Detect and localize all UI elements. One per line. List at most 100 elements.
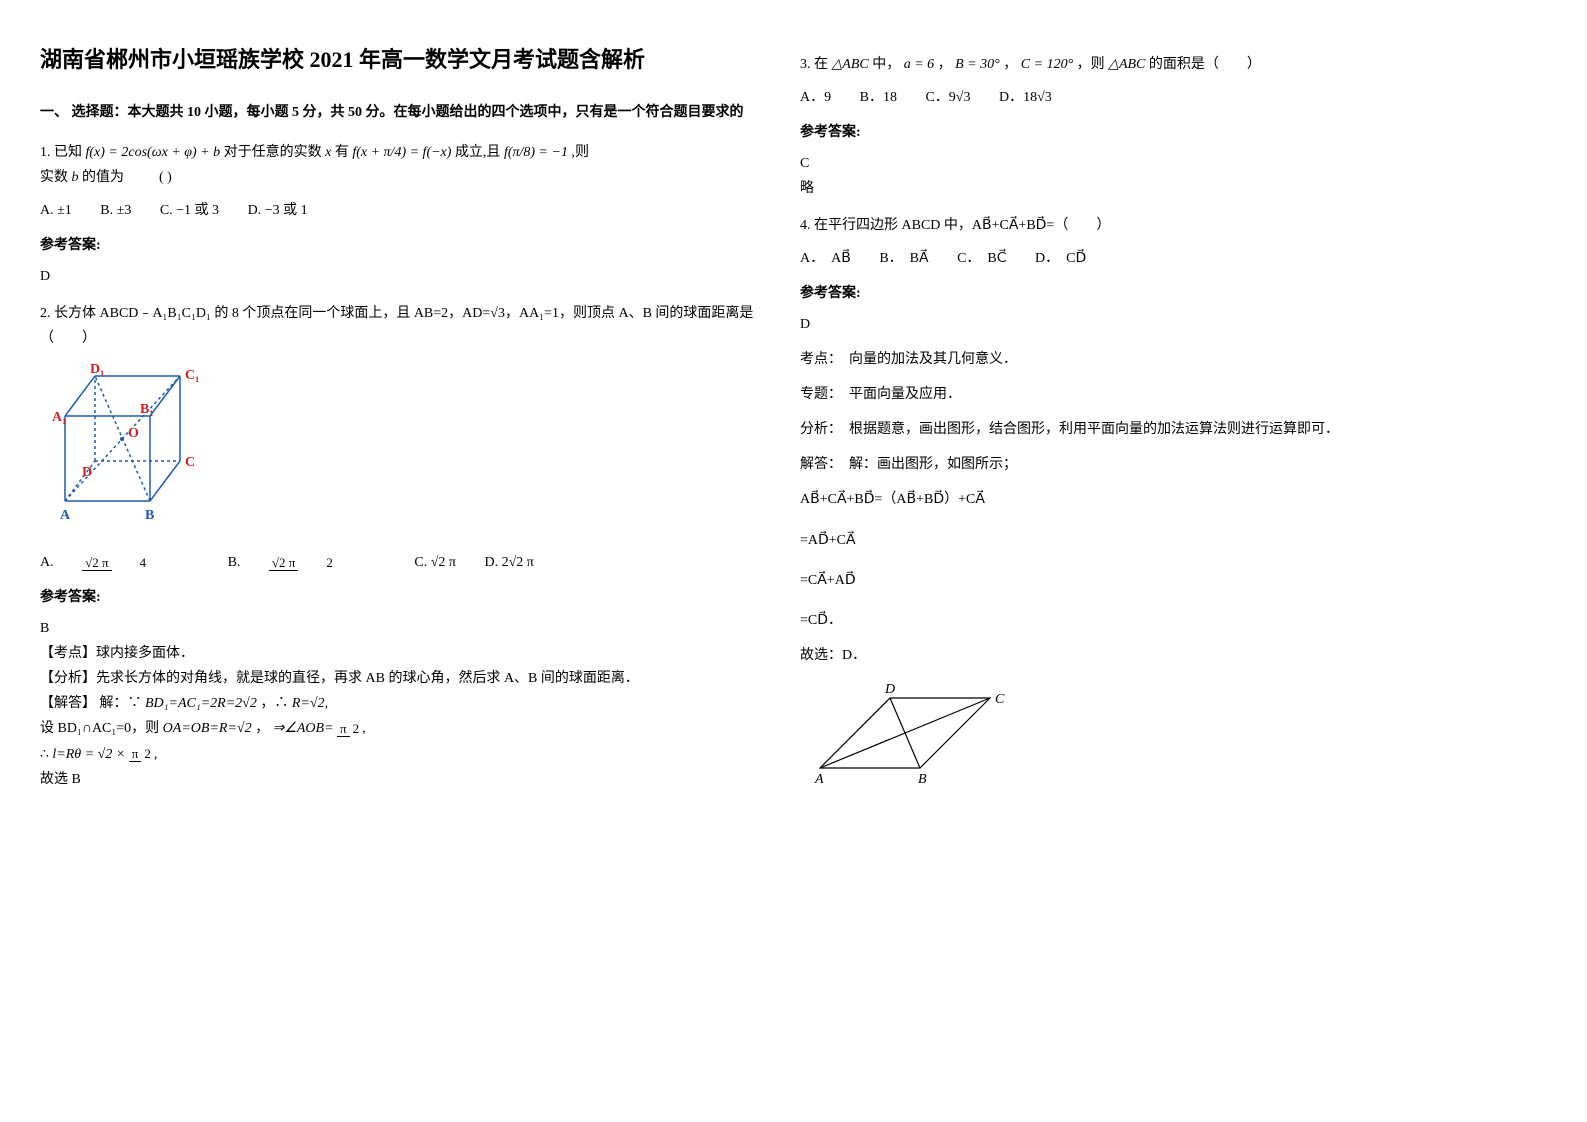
q1-fdef: f(x) = 2cos(ωx + φ) + b <box>86 145 221 160</box>
q1-opt-d: D. −3 或 1 <box>248 203 308 218</box>
q3-c2: ， <box>1003 57 1017 72</box>
q4-jieda: 解答： 解：画出图形，如图所示； <box>800 452 1520 477</box>
q2-sol-eq1: BD₁=AC₁=2R=2√2 <box>145 696 257 711</box>
q2-sf-top: π <box>337 721 350 737</box>
q2-analysis-label: 【分析】 <box>40 671 96 686</box>
q1-answer-label: 参考答案: <box>40 233 760 258</box>
q4-stem: 4. 在平行四边形 ABCD 中，AB⃗+CA⃗+BD⃗=（ ） <box>800 213 1520 238</box>
q2-sol-line2: 设 BD₁∩AC₁=0，则 OA=OB=R=√2 ， ⇒∠AOB= π2, <box>40 716 760 741</box>
q2-sol-l2pre: 设 BD₁∩AC₁=0，则 <box>40 721 159 736</box>
q2-sol-end: 故选 B <box>40 767 760 792</box>
q2-label-b1: B₁ <box>140 402 154 417</box>
q1-answer: D <box>40 264 760 289</box>
q2-answer: B <box>40 616 760 641</box>
q1-options: A. ±1 B. ±3 C. −1 或 3 D. −3 或 1 <box>40 198 760 223</box>
q4-label-c: C <box>995 692 1005 707</box>
q3-opt-a: A．9 <box>800 90 831 105</box>
q4-opt-a: A． AB⃗ <box>800 251 851 266</box>
q2-sol-pre: 解：∵ <box>100 696 142 711</box>
q3-end: 的面积是（ ） <box>1149 57 1261 72</box>
q2-a-bot: 4 <box>137 555 150 570</box>
q1-b: b <box>72 170 79 185</box>
q2-label-d: D <box>82 465 92 480</box>
q4-step3: =CA⃗+AD⃗ <box>800 568 1520 593</box>
q4-fx-label: 分析： <box>800 422 835 437</box>
q2-sf4-bot: 2 <box>141 746 154 761</box>
q4-opt-d: D． CD⃗ <box>1035 251 1086 266</box>
question-1: 1. 已知 f(x) = 2cos(ωx + φ) + b 对于任意的实数 x … <box>40 140 760 289</box>
q3-answer-label: 参考答案: <box>800 120 1520 145</box>
q2-sol-l2mid: ， <box>255 721 269 736</box>
q3-tri: △ABC <box>832 57 869 72</box>
section-header: 一、 选择题：本大题共 10 小题，每小题 5 分，共 50 分。在每小题给出的… <box>40 100 760 125</box>
q4-label-a: A <box>814 772 824 787</box>
q2-b-top: √2 π <box>269 555 298 571</box>
right-column: 3. 在 △ABC 中， a = 6 ， B = 30° ， C = 120° … <box>800 40 1520 810</box>
q4-step2: =AD⃗+CA⃗ <box>800 528 1520 553</box>
q2-sf4-top: π <box>129 746 142 762</box>
q3-a: a = 6 <box>904 57 934 72</box>
q1-eq1: f(x + π/4) = f(−x) <box>352 145 451 160</box>
q4-step1: AB⃗+CA⃗+BD⃗=（AB⃗+BD⃗）+CA⃗ <box>800 487 1520 512</box>
q3-options: A．9 B．18 C．9√3 D．18√3 <box>800 85 1520 110</box>
q1-line2-post: 的值为 <box>82 170 124 185</box>
question-3: 3. 在 △ABC 中， a = 6 ， B = 30° ， C = 120° … <box>800 52 1520 201</box>
q1-opt-c: C. −1 或 3 <box>160 203 219 218</box>
q3-C: C = 120° <box>1021 57 1073 72</box>
q4-fx: 根据题意，画出图形，结合图形，利用平面向量的加法运算法则进行运算即可． <box>849 422 1339 437</box>
q2-label-c: C <box>185 455 195 470</box>
q3-opt-c: C．9√3 <box>925 90 970 105</box>
q3-tri2: △ABC <box>1108 57 1145 72</box>
q4-answer-label: 参考答案: <box>800 281 1520 306</box>
q4-jd-label: 解答： <box>800 457 835 472</box>
q4-zhuanti: 专题： 平面向量及应用． <box>800 382 1520 407</box>
q2-sol-l3pre: ∴ <box>40 747 49 762</box>
q1-eq2: f(π/8) = −1 <box>504 145 568 160</box>
q2-analysis: 先求长方体的对角线，就是球的直径，再求 AB 的球心角，然后求 A、B 间的球面… <box>96 671 639 686</box>
question-2: 2. 长方体 ABCD﹣A₁B₁C₁D₁ 的 8 个顶点在同一个球面上，且 AB… <box>40 301 760 792</box>
q4-zt-label: 专题： <box>800 387 835 402</box>
q2-label-o: O <box>128 426 139 441</box>
q4-answer: D <box>800 312 1520 337</box>
q2-sol-label: 【解答】 <box>40 696 96 711</box>
q1-opt-a: A. ±1 <box>40 203 72 218</box>
q3-B: B = 30° <box>955 57 1000 72</box>
q2-opt-d: D. 2√2 π <box>484 555 533 570</box>
q1-mid1: 对于任意的实数 <box>224 145 322 160</box>
q2-label-d1: D₁ <box>90 362 104 377</box>
q2-sol-imply: ⇒∠AOB= <box>273 721 334 736</box>
q2-opt-a-label: A. <box>40 555 54 570</box>
q2-label-a1: A₁ <box>52 410 66 425</box>
q4-conclusion: 故选：D． <box>800 643 1520 668</box>
q4-kd: 向量的加法及其几何意义． <box>849 352 1017 367</box>
q4-kaodian: 考点： 向量的加法及其几何意义． <box>800 347 1520 372</box>
q4-label-d: D <box>884 682 895 697</box>
q2-options: A. √2 π4 B. √2 π2 C. √2 π D. 2√2 π <box>40 550 760 575</box>
q4-fenxi: 分析： 根据题意，画出图形，结合图形，利用平面向量的加法运算法则进行运算即可． <box>800 417 1520 442</box>
q2-kaodian: 【考点】球内接多面体． <box>40 641 760 666</box>
q2-sol-eq3: OA=OB=R=√2 <box>163 721 252 736</box>
q4-options: A． AB⃗ B． BA⃗ C． BC⃗ D． CD⃗ <box>800 246 1520 271</box>
q2-label-c1: C₁ <box>185 368 199 383</box>
q1-opt-b: B. ±3 <box>100 203 131 218</box>
q2-opt-a: A. √2 π 4 <box>40 555 203 570</box>
q2-solution: 【解答】 解：∵ BD₁=AC₁=2R=2√2 ，∴ R=√2, <box>40 691 760 716</box>
q2-a-top: √2 π <box>82 555 111 571</box>
q4-opt-c: C． BC⃗ <box>957 251 1006 266</box>
q1-mid4: ,则 <box>571 145 589 160</box>
q4-step4: =CD⃗． <box>800 608 1520 633</box>
q2-label-b: B <box>145 508 154 523</box>
q2-answer-label: 参考答案: <box>40 585 760 610</box>
q3-opt-d: D．18√3 <box>999 90 1052 105</box>
q2-sol-eq4: l=Rθ = √2 × <box>52 747 125 762</box>
q2-label-a: A <box>60 508 71 523</box>
q3-note: 略 <box>800 176 1520 201</box>
q3-mid1: 中， <box>872 57 900 72</box>
q1-mid2: 有 <box>335 145 349 160</box>
left-column: 湖南省郴州市小垣瑶族学校 2021 年高一数学文月考试题含解析 一、 选择题：本… <box>40 40 760 810</box>
q2-diagram: D₁ C₁ A₁ B₁ D C A B O <box>40 361 760 540</box>
q2-fenxi: 【分析】先求长方体的对角线，就是球的直径，再求 AB 的球心角，然后求 A、B … <box>40 666 760 691</box>
q2-sf-bot: 2 <box>350 721 363 736</box>
q2-sol-eq2: R=√2 <box>292 696 325 711</box>
q4-zt: 平面向量及应用． <box>849 387 961 402</box>
